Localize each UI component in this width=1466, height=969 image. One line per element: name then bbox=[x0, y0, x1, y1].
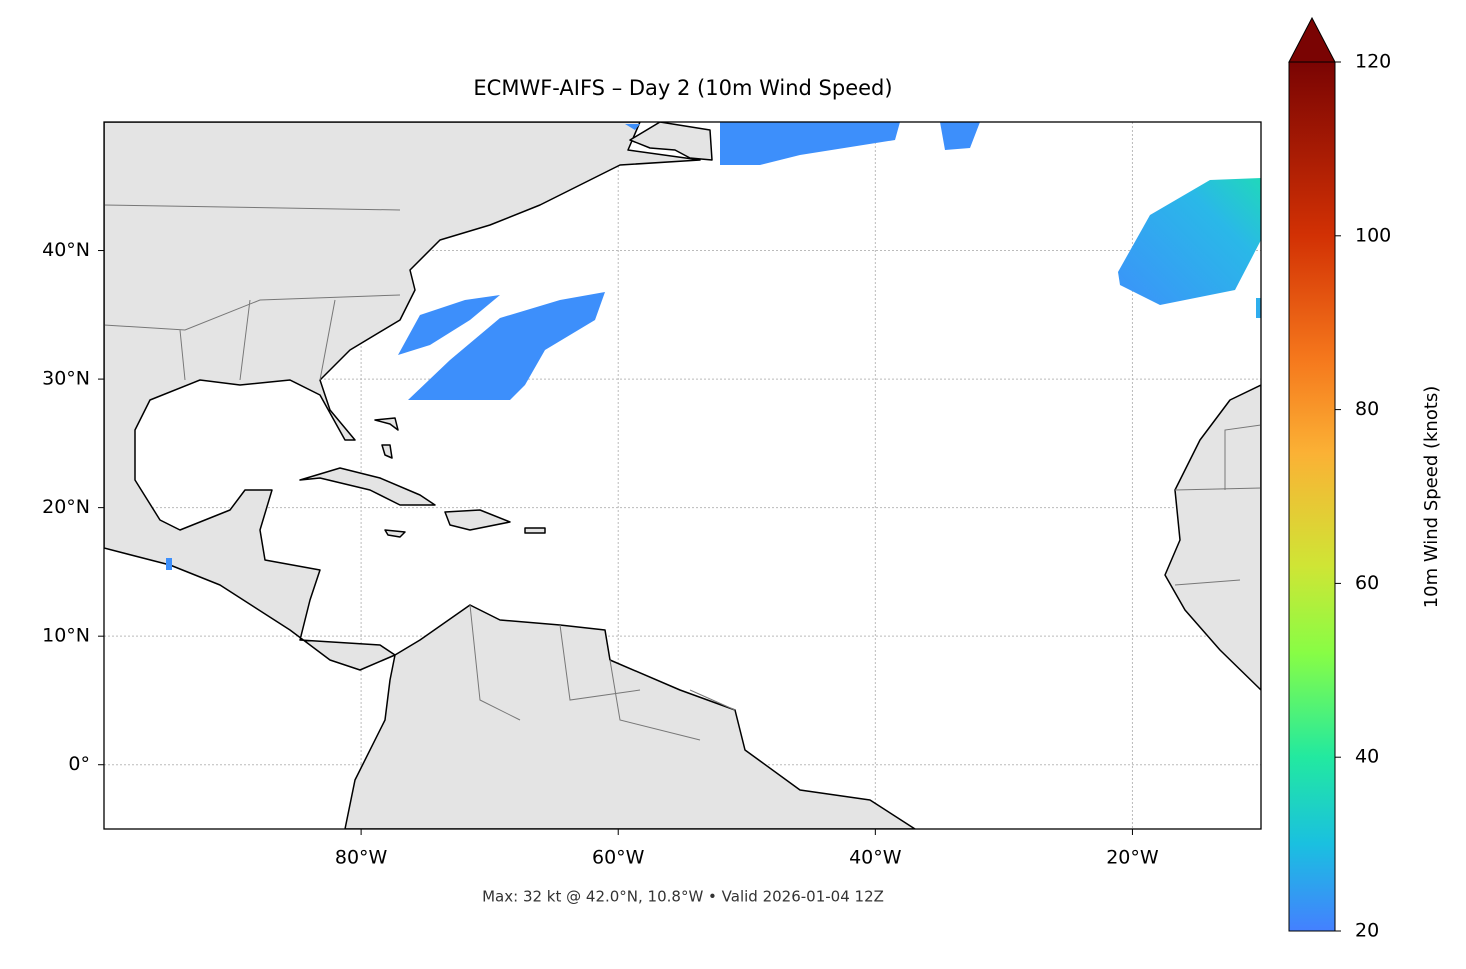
bahamas bbox=[374, 417, 399, 459]
borders bbox=[104, 204, 1261, 741]
africa bbox=[1164, 384, 1261, 691]
colorbar-extension bbox=[1288, 16, 1336, 63]
south-america bbox=[344, 604, 916, 829]
hispaniola bbox=[444, 509, 511, 531]
colorbar-tick-label: 120 bbox=[1355, 51, 1391, 73]
colorbar: 20 40 60 80 100 120 10m Wind Speed (knots) bbox=[1288, 16, 1442, 942]
colorbar-tick-label: 100 bbox=[1355, 224, 1391, 246]
y-tick-label: 30°N bbox=[42, 368, 90, 390]
x-tick-label: 40°W bbox=[849, 847, 902, 869]
y-tick-label: 0° bbox=[68, 753, 90, 775]
x-tick-label: 60°W bbox=[592, 847, 645, 869]
y-tick-label: 40°N bbox=[42, 239, 90, 261]
x-tick-label: 80°W bbox=[335, 847, 388, 869]
puerto-rico bbox=[524, 527, 546, 534]
footer: Max: 32 kt @ 42.0°N, 10.8°W • Valid 2026… bbox=[482, 888, 884, 906]
wind-swath bbox=[1118, 178, 1261, 318]
map-title: ECMWF-AIFS – Day 2 (10m Wind Speed) bbox=[473, 76, 892, 100]
newfoundland bbox=[629, 122, 713, 161]
map-area bbox=[104, 122, 1261, 829]
colorbar-tick-label: 80 bbox=[1355, 398, 1379, 420]
jamaica bbox=[384, 529, 406, 538]
wind-swath bbox=[398, 295, 500, 355]
colorbar-tick-label: 20 bbox=[1355, 920, 1379, 942]
colorbar-tick-label: 60 bbox=[1355, 572, 1379, 594]
wind-swath bbox=[625, 122, 980, 165]
wind-swath bbox=[166, 558, 172, 570]
x-tick-label: 20°W bbox=[1106, 847, 1159, 869]
cuba bbox=[299, 467, 436, 506]
y-tick-label: 10°N bbox=[42, 625, 90, 647]
colorbar-tick-label: 40 bbox=[1355, 746, 1379, 768]
north-america bbox=[104, 122, 701, 671]
y-tick-label: 20°N bbox=[42, 496, 90, 518]
wind-swath bbox=[408, 292, 605, 400]
colorbar-label: 10m Wind Speed (knots) bbox=[1421, 386, 1442, 609]
map-frame bbox=[103, 121, 1262, 830]
colorbar-scale bbox=[1288, 61, 1336, 932]
